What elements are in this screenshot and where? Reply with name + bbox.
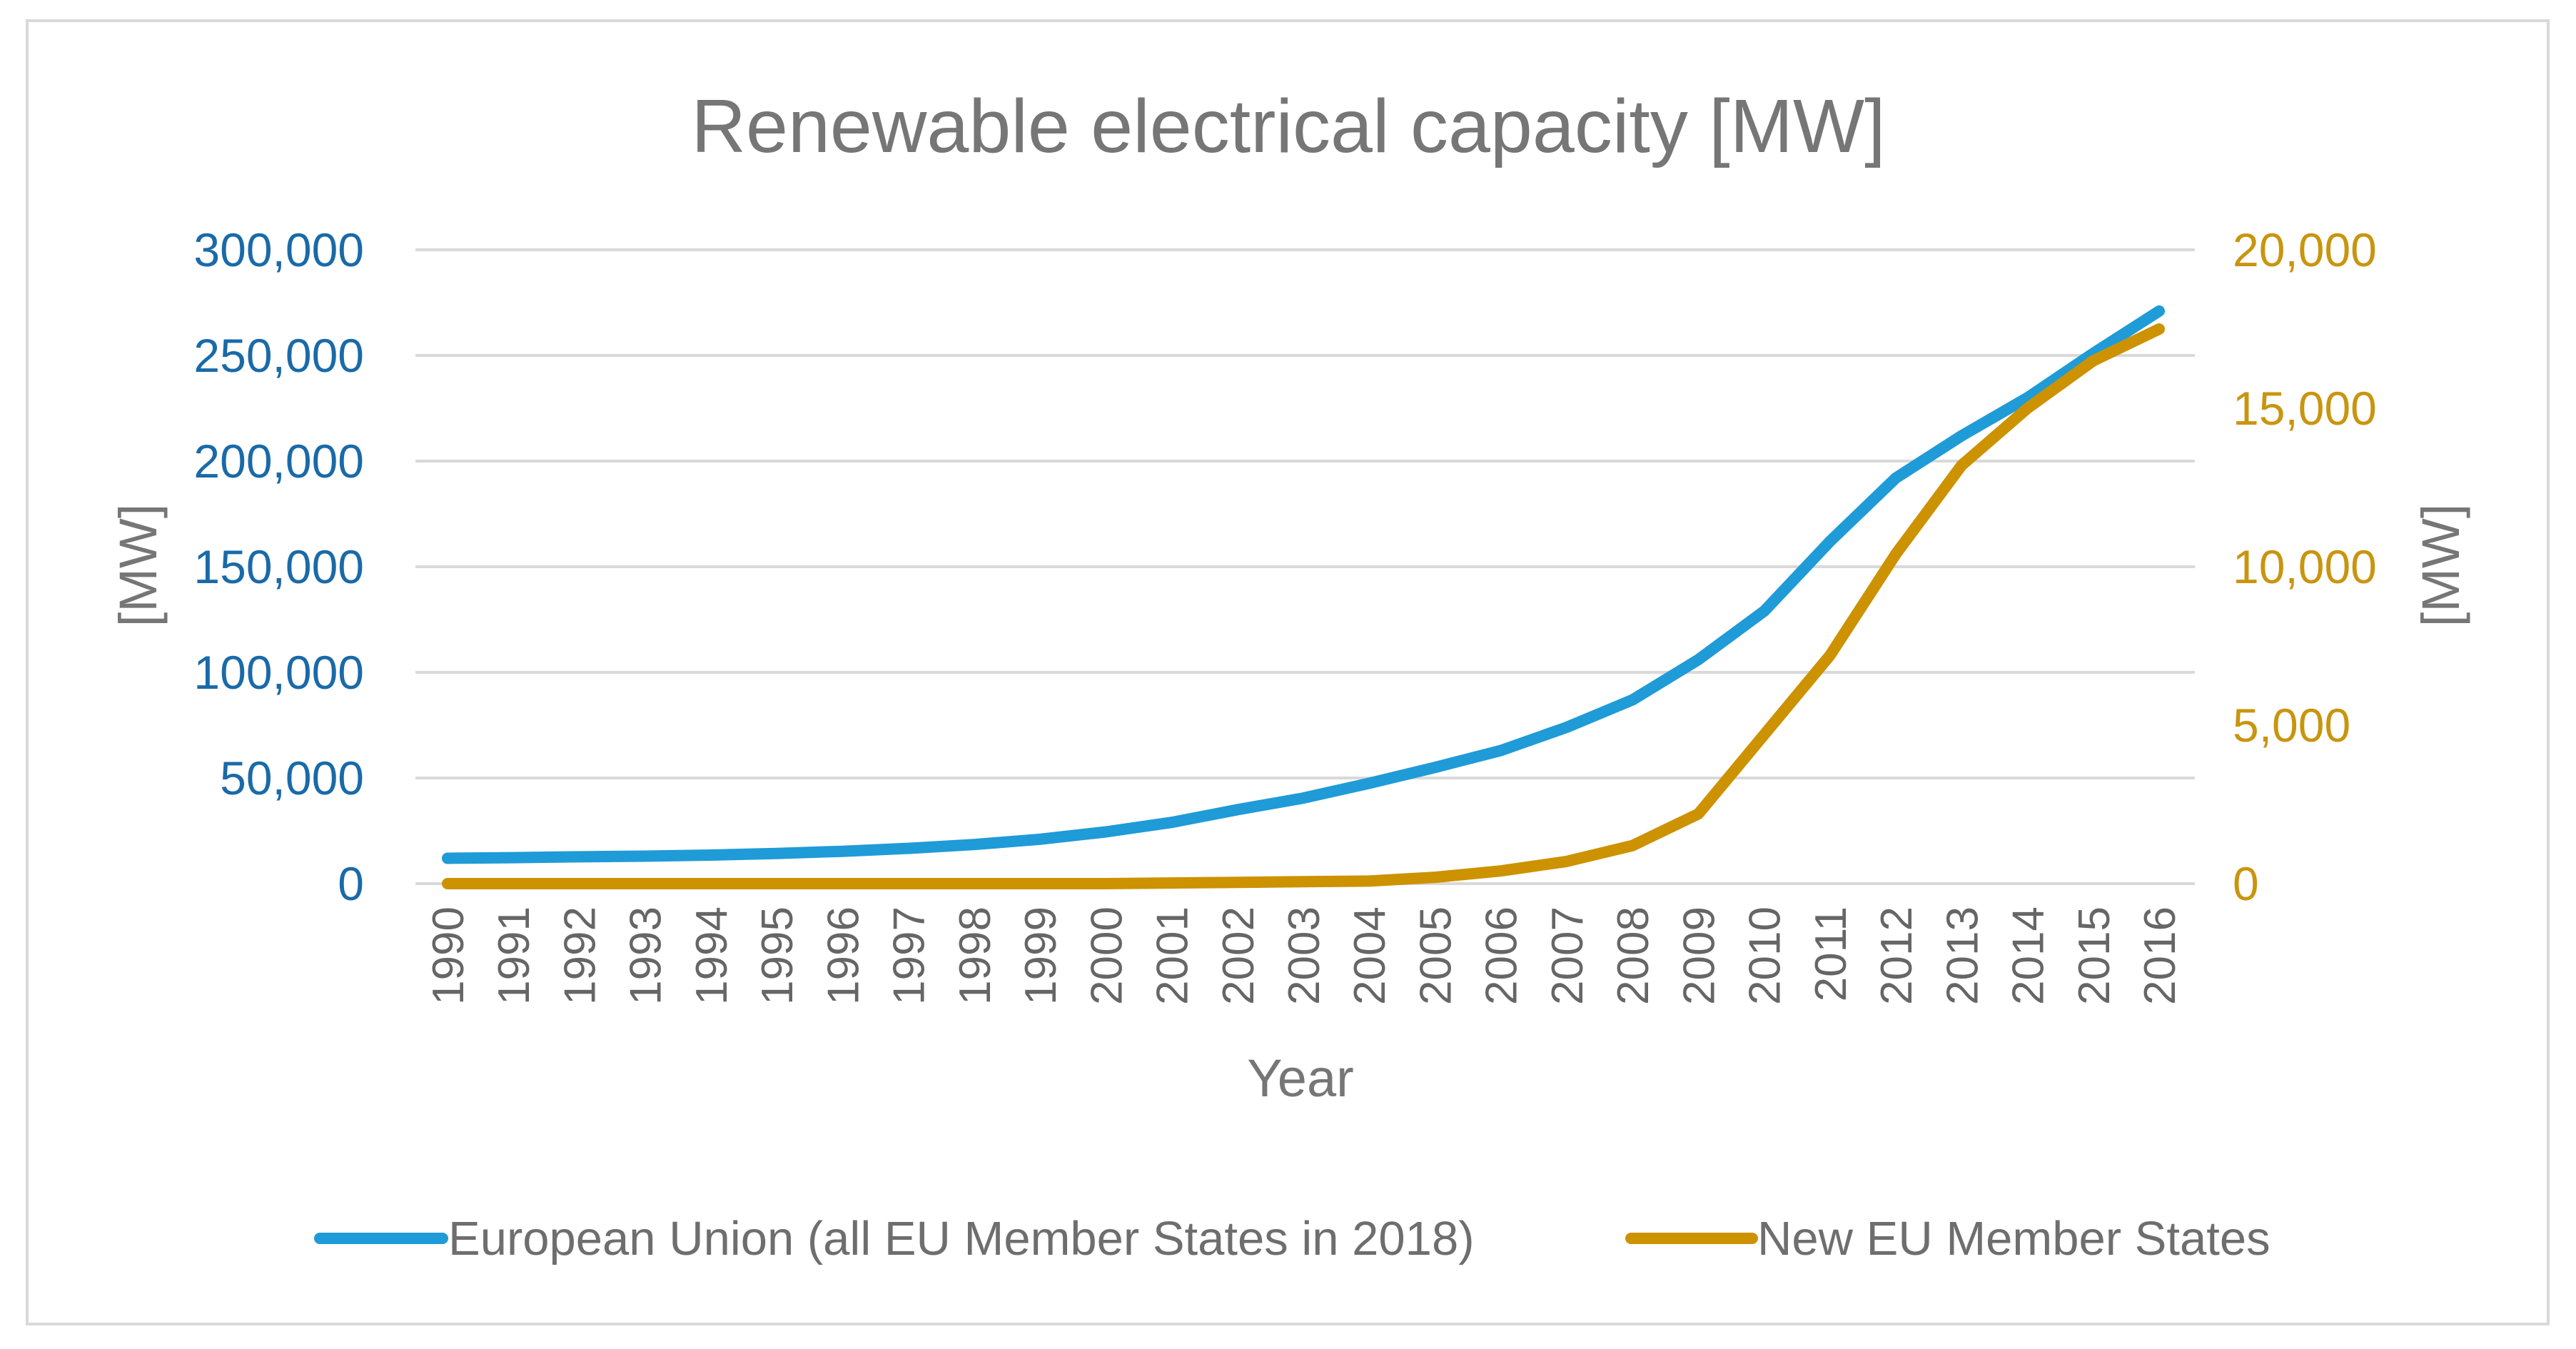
x-tick-label: 2014 xyxy=(2004,906,2054,1005)
x-tick-label: 1990 xyxy=(424,906,473,1005)
x-tick-label: 1992 xyxy=(555,906,605,1005)
right-tick-label: 5,000 xyxy=(2233,699,2350,752)
x-tick-label: 2015 xyxy=(2070,906,2119,1005)
left-tick-label: 100,000 xyxy=(193,646,364,699)
right-tick-label: 15,000 xyxy=(2233,382,2377,435)
x-tick-label: 2013 xyxy=(1938,906,1987,1005)
left-tick-label: 0 xyxy=(338,857,364,910)
x-tick-label: 1996 xyxy=(819,906,868,1005)
legend-label-eu: European Union (all EU Member States in … xyxy=(448,1212,1475,1265)
x-tick-label: 2002 xyxy=(1214,906,1263,1005)
left-tick-label: 300,000 xyxy=(193,223,364,276)
legend: European Union (all EU Member States in … xyxy=(314,1212,2271,1265)
right-tick-label: 10,000 xyxy=(2233,540,2377,593)
left-tick-label: 150,000 xyxy=(193,540,364,593)
x-tick-label: 2009 xyxy=(1675,906,1724,1005)
x-axis-ticks: 1990 1991 1992 1993 1994 1995 1996 1997 1998 1999… xyxy=(424,906,2185,1005)
x-tick-label: 1991 xyxy=(490,906,539,1005)
x-tick-label: 2008 xyxy=(1609,906,1658,1005)
series-line-european-union xyxy=(442,305,2165,864)
x-tick-label: 1999 xyxy=(1016,906,1066,1005)
x-tick-label: 2007 xyxy=(1543,906,1592,1005)
x-tick-label: 1993 xyxy=(622,906,671,1005)
left-axis-ticks: 0 50,000 100,000 150,000 200,000 250,000 300,0… xyxy=(193,223,364,910)
left-tick-label: 50,000 xyxy=(220,752,364,804)
right-axis-title: [MW] xyxy=(2411,504,2470,627)
x-tick-label: 2012 xyxy=(1872,906,1921,1005)
right-tick-label: 20,000 xyxy=(2233,223,2377,276)
x-tick-label: 2003 xyxy=(1280,906,1329,1005)
x-tick-label: 2010 xyxy=(1741,906,1790,1005)
left-tick-label: 200,000 xyxy=(193,435,364,487)
x-tick-label: 2000 xyxy=(1082,906,1131,1005)
x-tick-label: 2005 xyxy=(1411,906,1460,1005)
x-tick-label: 2001 xyxy=(1148,906,1198,1005)
legend-label-new-eu: New EU Member States xyxy=(1757,1212,2271,1265)
chart-title: Renewable electrical capacity [MW] xyxy=(691,84,1885,168)
series-line-new-eu-member-states xyxy=(442,323,2165,889)
x-tick-label: 1998 xyxy=(951,906,1000,1005)
series-lines xyxy=(442,305,2165,889)
x-tick-label: 1997 xyxy=(885,906,934,1005)
gridlines xyxy=(415,248,2195,885)
x-tick-label: 2016 xyxy=(2136,906,2185,1005)
x-tick-label: 2011 xyxy=(1807,906,1856,1001)
x-tick-label: 1994 xyxy=(687,906,737,1005)
x-axis-title: Year xyxy=(1247,1049,1354,1108)
x-tick-label: 2004 xyxy=(1345,906,1395,1005)
x-tick-label: 1995 xyxy=(753,906,802,1005)
left-tick-label: 250,000 xyxy=(193,329,364,382)
x-tick-label: 2006 xyxy=(1478,906,1527,1005)
right-tick-label: 0 xyxy=(2233,857,2259,910)
left-axis-title: [MW] xyxy=(108,504,168,627)
right-axis-ticks: 0 5,000 10,000 15,000 20,000 xyxy=(2233,223,2377,910)
